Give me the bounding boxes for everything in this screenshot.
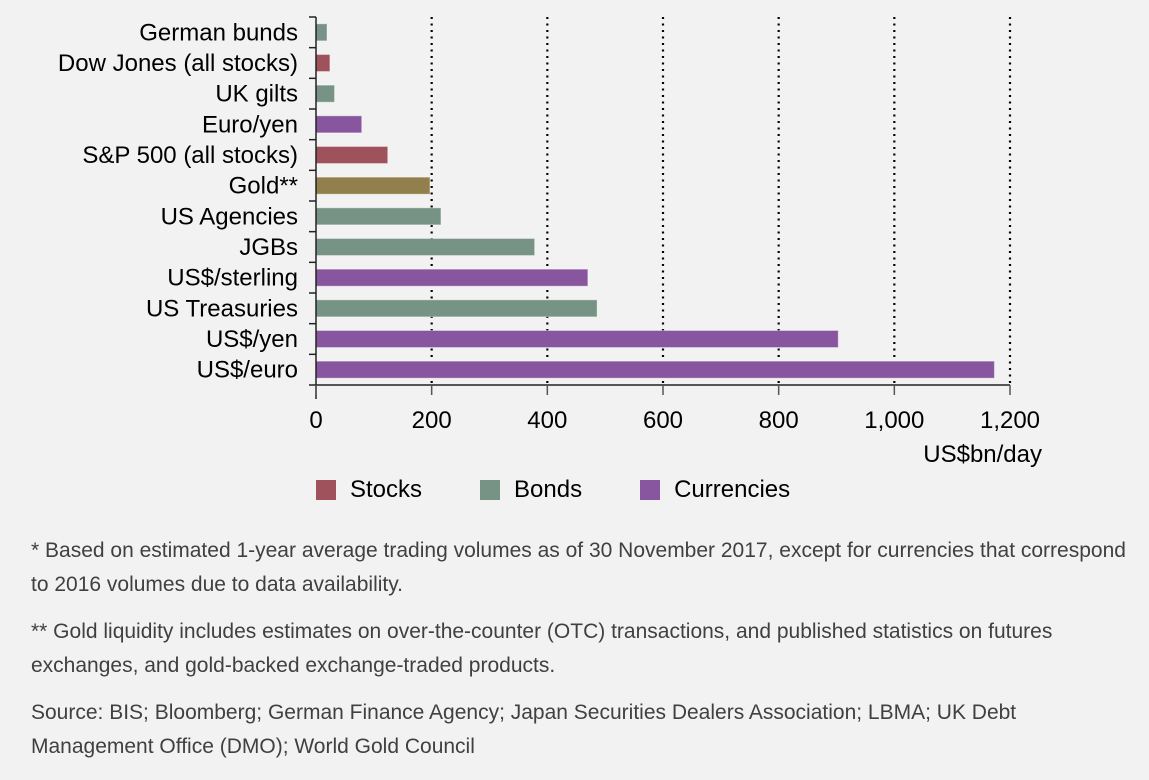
chart-notes: * Based on estimated 1-year average trad… xyxy=(31,534,1141,777)
bar-8 xyxy=(315,268,589,287)
legend-item-stocks: Stocks xyxy=(316,476,422,504)
x-tick-label-600: 600 xyxy=(643,407,683,434)
x-tick-label-400: 400 xyxy=(527,407,567,434)
footnote-gold: ** Gold liquidity includes estimates on … xyxy=(31,620,1053,677)
category-label-0: German bunds xyxy=(139,19,298,46)
category-label-4: S&P 500 (all stocks) xyxy=(82,142,298,169)
bar-0 xyxy=(315,23,328,42)
legend-item-bonds: Bonds xyxy=(480,476,582,504)
legend-item-currencies: Currencies xyxy=(640,476,790,504)
x-tick-label-1000: 1,000 xyxy=(864,407,924,434)
category-label-9: US Treasuries xyxy=(146,295,298,322)
category-label-7: JGBs xyxy=(239,234,298,261)
bar-4 xyxy=(315,146,389,164)
legend-swatch-currencies xyxy=(640,480,661,500)
x-tick-label-1200: 1,200 xyxy=(980,407,1040,434)
chart-legend: Stocks Bonds Currencies xyxy=(316,476,848,504)
category-label-3: Euro/yen xyxy=(202,111,298,138)
footnote-basis: * Based on estimated 1-year average trad… xyxy=(31,539,1126,596)
bar-7 xyxy=(315,238,536,256)
bar-5 xyxy=(315,176,431,195)
category-label-5: Gold** xyxy=(229,173,298,200)
x-tick-label-200: 200 xyxy=(412,407,452,434)
source-note: Source: BIS; Bloomberg; German Finance A… xyxy=(31,701,1017,758)
legend-label-stocks: Stocks xyxy=(350,476,423,503)
bar-11 xyxy=(315,360,995,379)
bar-chart: German bunds Dow Jones (all stocks) UK gil… xyxy=(58,16,1042,468)
bar-9 xyxy=(315,299,598,318)
legend-swatch-bonds xyxy=(480,480,501,500)
bar-6 xyxy=(315,207,442,226)
bar-10 xyxy=(315,330,839,348)
legend-label-bonds: Bonds xyxy=(514,476,583,503)
category-label-10: US$/yen xyxy=(206,326,298,353)
legend-label-currencies: Currencies xyxy=(674,476,791,503)
x-tick-label-800: 800 xyxy=(759,407,799,434)
category-label-8: US$/sterling xyxy=(167,265,298,292)
category-label-1: Dow Jones (all stocks) xyxy=(58,50,298,77)
x-tick-label-0: 0 xyxy=(309,407,322,434)
category-label-2: UK gilts xyxy=(215,81,298,108)
bar-3 xyxy=(315,115,363,134)
category-label-6: US Agencies xyxy=(161,203,298,230)
x-axis-unit-label: US$bn/day xyxy=(923,441,1042,468)
legend-swatch-stocks xyxy=(316,480,336,500)
bar-2 xyxy=(315,84,336,103)
bar-1 xyxy=(315,54,331,72)
category-label-11: US$/euro xyxy=(197,357,298,384)
